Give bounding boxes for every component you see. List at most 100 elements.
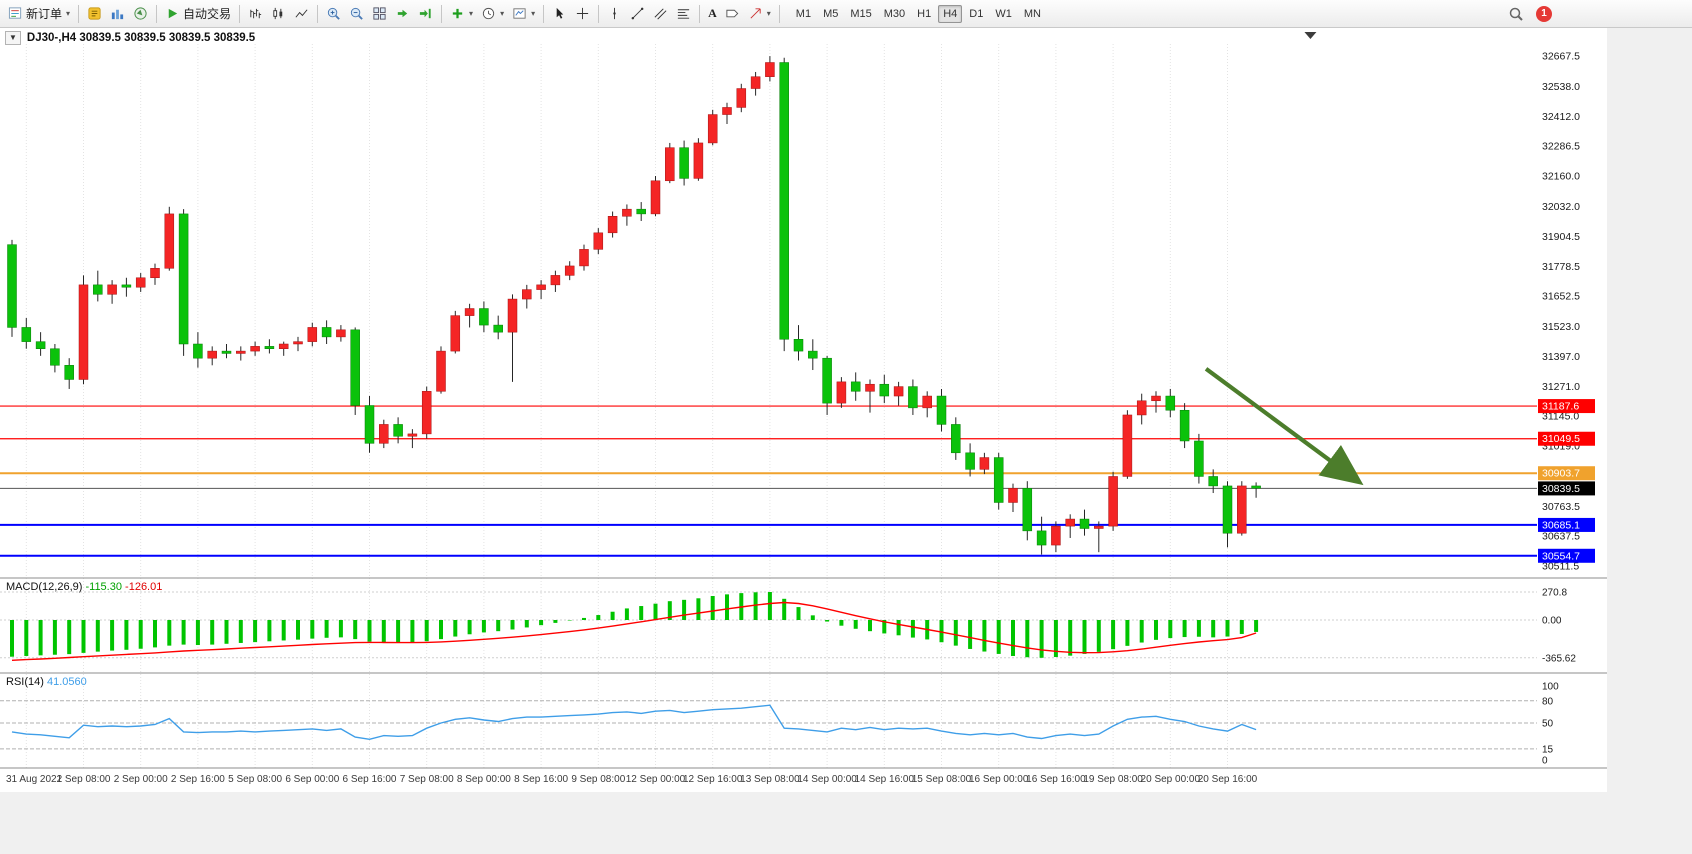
toolbar-separator bbox=[441, 4, 443, 23]
navigator-icon bbox=[134, 7, 147, 20]
svg-text:12 Sep 16:00: 12 Sep 16:00 bbox=[683, 774, 743, 785]
svg-text:30511.5: 30511.5 bbox=[1542, 561, 1579, 573]
toolbar-separator bbox=[543, 4, 545, 23]
indicators-plus-icon bbox=[452, 8, 463, 19]
svg-text:31 Aug 2022: 31 Aug 2022 bbox=[6, 774, 63, 785]
svg-text:15: 15 bbox=[1542, 744, 1554, 755]
svg-text:50: 50 bbox=[1542, 719, 1554, 730]
timeframe-button-h4[interactable]: H4 bbox=[938, 4, 963, 23]
chart-area[interactable]: 32667.5 32538.0 32412.0 32286.5 32160.0 32032… bbox=[0, 28, 1692, 854]
tile-windows-button[interactable] bbox=[368, 3, 391, 25]
svg-text:31187.6: 31187.6 bbox=[1542, 401, 1579, 413]
line-chart-icon bbox=[295, 9, 308, 18]
svg-text:16 Sep 00:00: 16 Sep 00:00 bbox=[969, 774, 1029, 785]
zoom-out-button[interactable] bbox=[345, 3, 368, 25]
candlestick-chart-button[interactable] bbox=[267, 3, 290, 25]
price-badge: 30903.7 bbox=[1538, 466, 1595, 481]
auto-trading-label: 自动交易 bbox=[183, 7, 232, 21]
channel-tool-button[interactable] bbox=[649, 3, 672, 25]
periods-button[interactable]: ▾ bbox=[477, 3, 508, 25]
svg-text:32160.0: 32160.0 bbox=[1542, 171, 1580, 183]
chart-shift-button[interactable] bbox=[414, 3, 437, 25]
navigator-button[interactable] bbox=[129, 3, 152, 25]
channel-icon bbox=[654, 8, 667, 20]
one-click-trading-toggle[interactable]: ▼ bbox=[5, 31, 21, 45]
svg-text:80: 80 bbox=[1542, 696, 1554, 707]
timeframe-toolbar: M1 M5 M15 M30 H1 H4 D1 W1 MN bbox=[790, 4, 1047, 23]
vertical-line-icon bbox=[613, 7, 616, 20]
toolbar: 新订单 ▾ bbox=[0, 0, 1692, 28]
search-icon[interactable] bbox=[1508, 6, 1524, 22]
timeframe-button-m15[interactable]: M15 bbox=[850, 7, 872, 20]
timeframe-button-mn[interactable]: MN bbox=[1023, 7, 1041, 20]
templates-button[interactable]: ▾ bbox=[508, 3, 539, 25]
trendline-tool-button[interactable] bbox=[626, 3, 649, 25]
chart-title: DJ30-,H4 30839.5 30839.5 30839.5 30839.5 bbox=[26, 32, 256, 44]
arrows-tool-button[interactable]: ▾ bbox=[744, 3, 775, 25]
chart-header: ▼ DJ30-,H4 30839.5 30839.5 30839.5 30839… bbox=[5, 31, 255, 45]
indicators-button[interactable]: ▾ bbox=[446, 3, 477, 25]
market-watch-icon bbox=[111, 9, 124, 20]
label-tag-icon bbox=[726, 9, 739, 18]
svg-text:30903.7: 30903.7 bbox=[1542, 468, 1580, 480]
chevron-down-icon: ▾ bbox=[500, 9, 505, 18]
auto-scroll-button[interactable] bbox=[391, 3, 414, 25]
fibonacci-tool-button[interactable] bbox=[672, 3, 695, 25]
zoom-in-button[interactable] bbox=[322, 3, 345, 25]
vertical-line-tool-button[interactable] bbox=[603, 3, 626, 25]
line-chart-button[interactable] bbox=[290, 3, 313, 25]
svg-text:14 Sep 16:00: 14 Sep 16:00 bbox=[855, 774, 915, 785]
cursor-button[interactable] bbox=[548, 3, 571, 25]
text-tool-button[interactable]: A bbox=[704, 3, 721, 25]
crosshair-button[interactable] bbox=[571, 3, 594, 25]
price-axis[interactable]: 32667.5 32538.0 32412.0 32286.5 32160.0 32032… bbox=[1538, 51, 1595, 573]
bar-chart-icon bbox=[250, 8, 262, 19]
svg-text:2 Sep 00:00: 2 Sep 00:00 bbox=[114, 774, 168, 785]
svg-text:6 Sep 00:00: 6 Sep 00:00 bbox=[285, 774, 339, 785]
svg-text:7 Sep 08:00: 7 Sep 08:00 bbox=[400, 774, 454, 785]
trend-arrow-annotation[interactable] bbox=[1204, 367, 1364, 486]
macd-signal-line bbox=[11, 601, 1257, 661]
toolbar-separator bbox=[317, 4, 319, 23]
text-label-tool-button[interactable] bbox=[721, 3, 744, 25]
chart-shift-marker[interactable] bbox=[1304, 32, 1317, 39]
svg-text:0: 0 bbox=[1542, 756, 1548, 767]
auto-trading-play-icon bbox=[168, 8, 178, 19]
toolbar-separator bbox=[699, 4, 701, 23]
notification-badge[interactable]: 1 bbox=[1536, 5, 1552, 22]
fibonacci-icon bbox=[677, 9, 690, 19]
auto-trading-button[interactable]: 自动交易 bbox=[161, 3, 235, 25]
svg-text:32538.0: 32538.0 bbox=[1542, 81, 1580, 93]
grid-lines bbox=[25, 44, 1228, 768]
svg-text:16 Sep 16:00: 16 Sep 16:00 bbox=[1026, 774, 1086, 785]
chevron-down-icon: ▾ bbox=[66, 9, 71, 18]
svg-text:20 Sep 00:00: 20 Sep 00:00 bbox=[1141, 774, 1201, 785]
svg-text:31652.5: 31652.5 bbox=[1542, 291, 1580, 303]
timeframe-button-m30[interactable]: M30 bbox=[883, 7, 906, 20]
svg-text:12 Sep 00:00: 12 Sep 00:00 bbox=[626, 774, 686, 785]
timeframe-button-h1[interactable]: H1 bbox=[917, 7, 932, 20]
timeframe-button-d1[interactable]: D1 bbox=[969, 7, 984, 20]
bar-chart-button[interactable] bbox=[244, 3, 267, 25]
macd-label: MACD(12,26,9) -115.30 -126.01 bbox=[6, 581, 162, 593]
svg-text:30554.7: 30554.7 bbox=[1542, 550, 1580, 562]
toolbar-separator bbox=[239, 4, 241, 23]
timeframe-button-w1[interactable]: W1 bbox=[995, 7, 1012, 20]
toolbar-separator bbox=[598, 4, 600, 23]
metaeditor-icon bbox=[88, 7, 101, 20]
price-badge: 31187.6 bbox=[1538, 399, 1595, 414]
price-badge: 30839.5 bbox=[1538, 481, 1595, 496]
zoom-in-icon bbox=[327, 7, 340, 20]
new-order-button[interactable]: 新订单 ▾ bbox=[4, 3, 74, 25]
svg-text:1 Sep 08:00: 1 Sep 08:00 bbox=[57, 774, 111, 785]
market-watch-button[interactable] bbox=[106, 3, 129, 25]
svg-text:6 Sep 16:00: 6 Sep 16:00 bbox=[343, 774, 397, 785]
metaeditor-button[interactable] bbox=[83, 3, 106, 25]
chevron-down-icon: ▾ bbox=[531, 9, 536, 18]
svg-text:5 Sep 08:00: 5 Sep 08:00 bbox=[228, 774, 282, 785]
svg-text:31145.0: 31145.0 bbox=[1542, 411, 1579, 423]
timeframe-button-m5[interactable]: M5 bbox=[823, 7, 839, 20]
timeframe-button-m1[interactable]: M1 bbox=[795, 7, 812, 20]
